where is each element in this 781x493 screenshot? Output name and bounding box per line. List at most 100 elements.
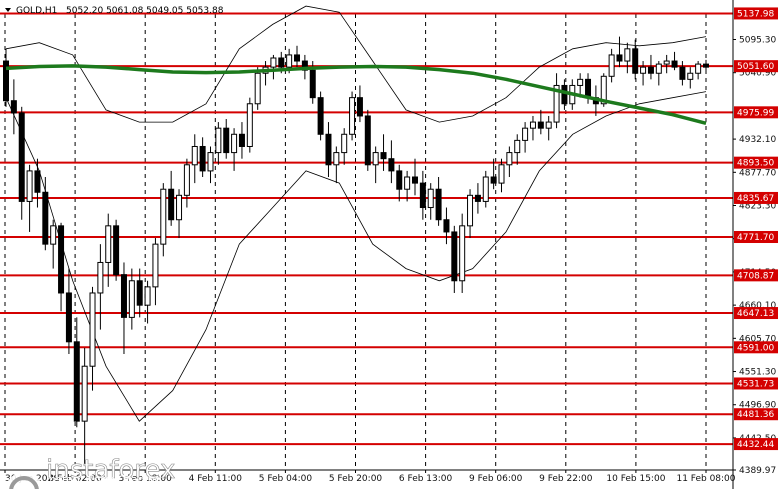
candle-body [529, 121, 536, 129]
level-label-box [734, 231, 778, 244]
candle-body [443, 219, 450, 233]
candle-body [451, 231, 458, 282]
candle-body [600, 75, 607, 105]
price-tick-label: 4551.30 [739, 368, 776, 378]
price-tick-label: 5095.30 [739, 35, 776, 45]
candle-body [364, 115, 371, 166]
candle-body [286, 54, 293, 68]
level-label-box [734, 156, 778, 169]
candle-body [3, 60, 9, 102]
ohlc-text: 5052.20 5061.08 5049.05 5053.88 [66, 6, 224, 16]
candle-body [26, 170, 33, 202]
candle-body [435, 188, 442, 221]
price-tick-label: 4932.10 [739, 135, 776, 145]
candle-body [349, 97, 356, 135]
time-tick-label: 5 Feb 20:00 [329, 474, 383, 484]
level-label: 4893.50 [737, 159, 774, 169]
chart-header: GOLD,H1 5052.20 5061.08 5049.05 5053.88 [5, 6, 224, 16]
level-label: 4708.87 [737, 271, 774, 281]
candle-body [73, 341, 80, 422]
time-tick-label: 3 Feb 18:00 [119, 474, 173, 484]
candle-body [616, 54, 623, 62]
candle-body [695, 63, 702, 74]
time-tick-label: 9 Feb 22:00 [539, 474, 593, 484]
time-tick-label: 11 Feb 08:00 [676, 474, 735, 484]
candle-body [553, 84, 560, 123]
candle-body [372, 152, 379, 166]
candle-body [81, 365, 88, 422]
candle-body [333, 152, 340, 166]
candle-body [207, 152, 214, 172]
candle-body [467, 194, 474, 227]
level-label: 4771.70 [737, 233, 774, 243]
price-tick-label: 5040.90 [739, 69, 776, 79]
symbol-text: GOLD,H1 [16, 6, 57, 16]
level-label: 5051.60 [737, 62, 774, 72]
candle-body [687, 72, 694, 80]
candle-body [427, 188, 434, 209]
candle-body [215, 127, 222, 154]
candle-body [388, 158, 395, 172]
candle-body [522, 127, 529, 141]
candle-body [585, 78, 592, 99]
candle-body [537, 121, 544, 129]
moving-average [5, 64, 707, 125]
candle-body [34, 170, 41, 193]
level-label-box [734, 106, 778, 119]
candle-body [160, 188, 167, 245]
candle-body [325, 133, 332, 166]
instaforex-logo: instaforex Instant Forex Trading [5, 455, 176, 493]
level-label: 4591.00 [737, 343, 774, 353]
candle-body [246, 103, 253, 147]
candle-body [679, 66, 686, 80]
candle-body [671, 60, 678, 68]
candle-body [58, 225, 65, 294]
candle-body [231, 133, 238, 154]
candle-body [703, 63, 709, 68]
candle-body [474, 194, 481, 202]
candle-body [65, 292, 72, 343]
time-tick-label: 9 Feb 06:00 [469, 474, 523, 484]
candle-body [411, 176, 418, 184]
level-label-box [734, 269, 778, 282]
level-label-box [734, 438, 778, 451]
candle-body [317, 97, 324, 135]
candle-body [404, 176, 411, 190]
price-tick-label: 4877.70 [739, 168, 776, 178]
candle-body [168, 188, 175, 221]
level-price-labels: 5137.98 5051.60 4975.99 4893.50 4835.67 4771.… [734, 7, 778, 451]
candle-body [223, 127, 230, 154]
candle-body [663, 60, 670, 65]
candle-body [380, 152, 387, 160]
candle-body [199, 145, 206, 172]
candles [3, 36, 709, 464]
candle-body [294, 54, 301, 62]
candle-body [191, 145, 198, 166]
price-tick-label: 4823.30 [739, 202, 776, 212]
candle-body [514, 139, 521, 154]
candle-body [152, 243, 159, 288]
time-tick-label: 4 Feb 11:00 [189, 474, 243, 484]
candle-body [270, 57, 277, 68]
level-label: 4432.44 [737, 440, 774, 450]
candle-body [42, 191, 49, 245]
price-tick-label: 4605.70 [739, 334, 776, 344]
candle-body [136, 280, 143, 306]
price-tick-label: 4496.90 [739, 401, 776, 411]
candle-body [144, 286, 151, 306]
level-label: 5137.98 [737, 9, 774, 19]
candle-body [18, 112, 25, 202]
level-label: 4531.73 [737, 379, 774, 389]
candle-body [545, 121, 552, 129]
candle-body [561, 84, 568, 105]
dropdown-triangle-icon[interactable] [5, 8, 11, 12]
price-tick-label: 4660.10 [739, 301, 776, 311]
candle-body [97, 261, 104, 294]
candle-body [490, 176, 497, 184]
level-label-box [734, 341, 778, 354]
candle-body [577, 78, 584, 86]
bollinger-bands [5, 5, 707, 422]
